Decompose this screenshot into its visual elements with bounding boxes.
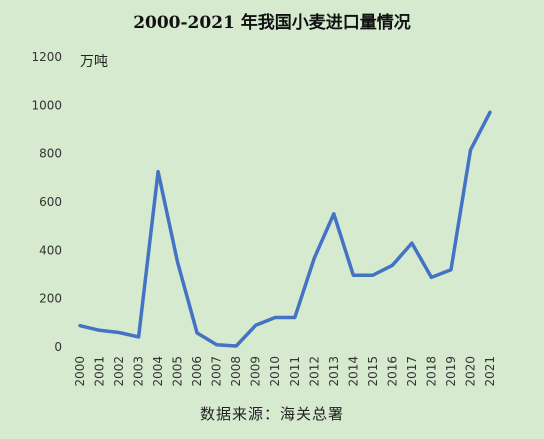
unit-label: 万吨 xyxy=(80,54,108,70)
x-tick-label: 2002 xyxy=(112,356,126,387)
x-tick-label: 2000 xyxy=(73,356,87,387)
chart-title: 2000-2021 年我国小麦进口量情况 xyxy=(133,12,411,33)
x-axis-ticks: 2000 2001 2002 2003 2004 2005 2006 2007 2008 2009… xyxy=(73,356,497,387)
x-tick-label: 2007 xyxy=(210,356,224,387)
x-tick-label: 2016 xyxy=(385,356,399,387)
series-line xyxy=(78,110,492,348)
x-tick-label: 2009 xyxy=(249,356,263,387)
x-tick-label: 2017 xyxy=(405,356,419,387)
x-tick-label: 2006 xyxy=(190,356,204,387)
x-tick-label: 2013 xyxy=(327,356,341,387)
x-tick-label: 2019 xyxy=(444,356,458,387)
x-tick-label: 2008 xyxy=(229,356,243,387)
x-tick-label: 2005 xyxy=(171,356,185,387)
x-tick-label: 2021 xyxy=(483,356,497,387)
x-tick-label: 2015 xyxy=(366,356,380,387)
x-tick-label: 2018 xyxy=(424,356,438,387)
x-tick-label: 2012 xyxy=(307,356,321,387)
y-tick-label: 200 xyxy=(39,292,62,306)
x-tick-label: 2010 xyxy=(268,356,282,387)
x-tick-label: 2001 xyxy=(93,356,107,387)
x-tick-label: 2020 xyxy=(463,356,477,387)
y-tick-label: 800 xyxy=(39,147,62,161)
x-tick-label: 2004 xyxy=(151,356,165,387)
x-tick-label: 2014 xyxy=(346,356,360,387)
y-tick-label: 400 xyxy=(39,243,62,257)
source-note: 数据来源：海关总署 xyxy=(200,405,344,423)
y-axis-ticks: 0 200 400 600 800 1000 1200 xyxy=(31,50,62,354)
x-tick-label: 2003 xyxy=(132,356,146,387)
line-series xyxy=(78,110,492,348)
y-tick-label: 0 xyxy=(54,340,62,354)
x-tick-label: 2011 xyxy=(288,356,302,387)
y-tick-label: 1200 xyxy=(31,50,62,64)
y-tick-label: 600 xyxy=(39,195,62,209)
y-tick-label: 1000 xyxy=(31,98,62,112)
